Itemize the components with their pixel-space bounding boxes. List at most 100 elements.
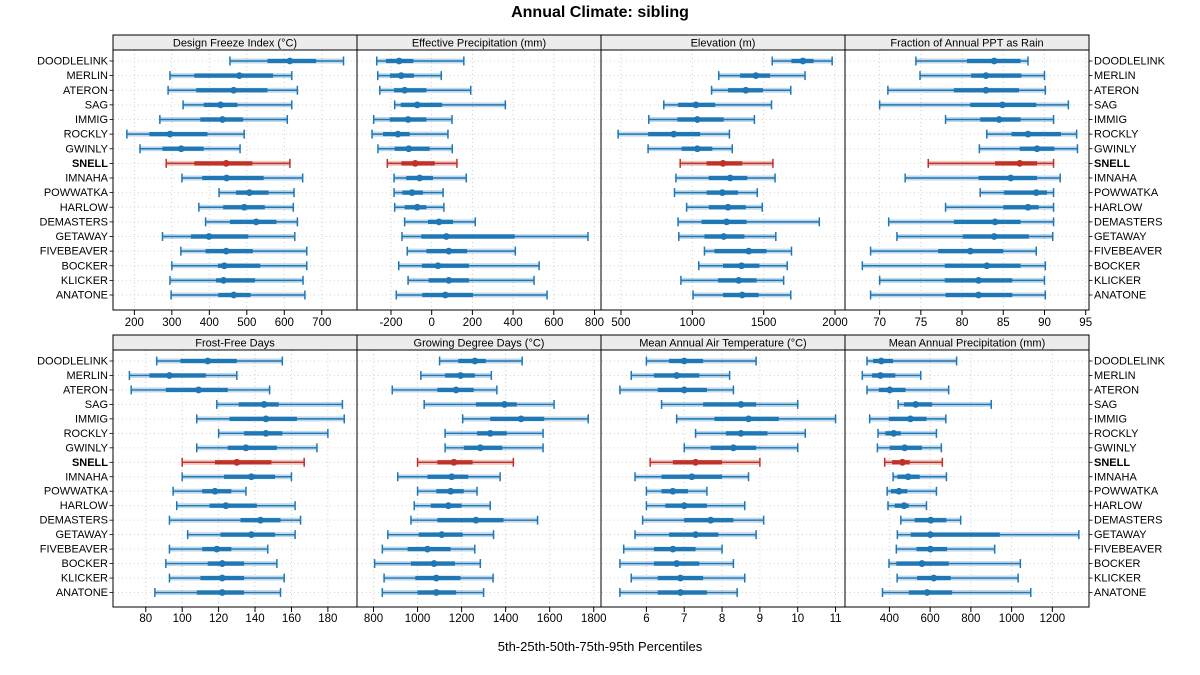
percentile-row-bocker: [165, 559, 278, 569]
bar-25-75: [995, 161, 1038, 166]
station-label-right-klicker: KLICKER: [1094, 275, 1141, 287]
percentile-row-rockly: [217, 428, 329, 438]
x-tick-label: 700: [312, 317, 331, 329]
station-label-left-powwatka: POWWATKA: [44, 187, 109, 199]
median-dot: [230, 291, 238, 299]
median-dot: [719, 159, 727, 167]
percentile-row-imnaha: [904, 173, 1061, 183]
bar-25-75: [714, 249, 767, 254]
percentile-row-getaway: [186, 530, 296, 540]
median-dot: [799, 57, 807, 65]
bar-25-75: [149, 132, 208, 137]
station-label-right-harlow: HARLOW: [1094, 500, 1143, 512]
median-dot: [218, 589, 226, 596]
percentile-row-fivebeaver: [703, 246, 793, 256]
median-dot: [752, 72, 760, 80]
x-tick-label: 7: [681, 613, 687, 625]
median-dot: [262, 415, 270, 423]
x-tick-label: 1400: [493, 613, 519, 625]
percentile-row-klicker: [383, 573, 494, 583]
median-dot: [235, 72, 243, 80]
median-dot: [693, 145, 701, 153]
station-label-right-imnaha: IMNAHA: [1094, 471, 1137, 483]
percentile-row-demasters: [204, 217, 299, 227]
median-dot: [718, 189, 726, 197]
median-dot: [707, 516, 715, 524]
median-dot: [219, 116, 226, 123]
median-dot: [435, 218, 443, 226]
station-label-left-fivebeaver: FIVEBEAVER: [40, 246, 108, 258]
x-tick-label: -200: [379, 317, 402, 329]
percentile-row-bocker: [397, 261, 540, 271]
percentile-row-harlow: [645, 501, 746, 511]
median-dot: [444, 502, 452, 510]
percentile-row-klicker: [878, 275, 1046, 285]
median-dot: [975, 291, 982, 299]
median-dot: [738, 262, 745, 270]
median-dot: [260, 401, 268, 408]
median-dot: [745, 415, 752, 423]
percentile-row-fivebeaver: [406, 246, 517, 256]
percentile-row-imnaha: [181, 472, 293, 482]
x-tick-label: 100: [173, 613, 192, 625]
percentile-row-klicker: [896, 573, 1019, 583]
median-dot: [692, 101, 700, 109]
percentile-row-imnaha: [181, 173, 304, 183]
median-dot: [457, 372, 464, 379]
percentile-row-rockly: [694, 428, 807, 438]
median-dot: [223, 174, 230, 182]
bar-25-75: [1003, 205, 1039, 210]
station-label-left-bocker: BOCKER: [62, 558, 109, 570]
x-tick-label: 1000: [999, 613, 1025, 625]
median-dot: [246, 189, 253, 197]
station-label-left-fivebeaver: FIVEBEAVER: [40, 544, 108, 556]
station-label-left-gwinly: GWINLY: [65, 442, 108, 454]
percentile-row-snell: [386, 158, 458, 168]
median-dot: [404, 116, 412, 123]
median-dot: [405, 145, 413, 153]
bar-25-75: [475, 402, 517, 407]
percentile-row-doodlelink: [915, 56, 1029, 66]
percentile-row-harlow: [175, 501, 296, 511]
percentile-row-rockly: [371, 129, 449, 139]
median-dot: [448, 473, 456, 481]
x-tick-label: 1200: [449, 613, 475, 625]
median-dot: [177, 145, 185, 153]
percentile-row-getaway: [401, 232, 589, 241]
bar-25-75: [437, 518, 504, 523]
bar-25-75: [202, 175, 264, 181]
station-label-right-merlin: MERLIN: [1094, 370, 1136, 382]
median-dot: [975, 276, 982, 284]
median-dot: [413, 101, 421, 109]
percentiles-caption: 5th-25th-50th-75th-95th Percentiles: [497, 639, 703, 654]
percentile-row-gwinly: [978, 144, 1079, 154]
median-dot: [430, 560, 438, 567]
median-dot: [680, 502, 688, 510]
x-tick-label: 1000: [405, 613, 431, 625]
percentile-row-powwatka: [645, 486, 708, 496]
percentile-row-imnaha: [396, 472, 501, 482]
percentile-row-bocker: [171, 261, 308, 271]
bar-25-75: [421, 234, 515, 239]
median-dot: [286, 57, 294, 65]
station-label-left-demasters: DEMASTERS: [40, 216, 108, 228]
percentile-row-anatone: [619, 588, 738, 598]
x-tick-label: 80: [956, 317, 969, 329]
bar-25-75: [400, 102, 443, 107]
x-tick-label: 400: [200, 317, 219, 329]
median-dot: [991, 218, 999, 226]
station-label-left-doodlelink: DOODLELINK: [37, 356, 109, 368]
percentile-row-immig: [868, 414, 947, 424]
bar-25-75: [421, 263, 469, 268]
x-tick-label: 400: [880, 613, 899, 625]
station-label-left-bocker: BOCKER: [62, 260, 109, 272]
median-dot: [688, 473, 696, 481]
station-label-left-sag: SAG: [85, 399, 108, 411]
percentile-row-sag: [878, 100, 1070, 110]
median-dot: [730, 444, 737, 452]
median-dot: [218, 560, 226, 567]
percentile-row-bocker: [697, 261, 788, 271]
bar-25-75: [427, 474, 469, 479]
station-label-right-anatone: ANATONE: [1094, 587, 1146, 599]
